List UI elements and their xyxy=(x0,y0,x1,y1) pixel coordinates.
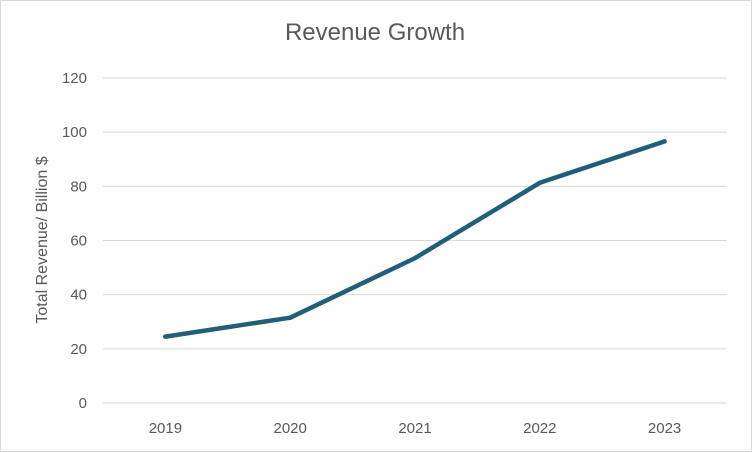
series-layer xyxy=(163,139,667,339)
y-tick-label: 60 xyxy=(70,233,87,250)
y-axis-tick-labels: 0 20 40 60 80 100 120 xyxy=(62,70,87,412)
y-axis-title: Total Revenue/ Billion $ xyxy=(34,156,51,323)
chart-title: Revenue Growth xyxy=(284,19,466,46)
x-tick-label: 2021 xyxy=(398,420,431,437)
gridlines xyxy=(103,77,727,404)
y-tick-label: 80 xyxy=(70,178,87,195)
x-tick-label: 2019 xyxy=(149,420,182,437)
data-point xyxy=(412,255,418,261)
x-tick-label: 2020 xyxy=(274,420,307,437)
y-tick-label: 20 xyxy=(70,341,87,358)
y-tick-label: 40 xyxy=(70,287,87,304)
y-tick-label: 100 xyxy=(62,124,87,141)
x-tick-label: 2022 xyxy=(523,420,556,437)
y-tick-label: 120 xyxy=(62,70,87,87)
data-point xyxy=(163,334,168,339)
data-point xyxy=(288,315,293,320)
data-point xyxy=(662,139,667,144)
x-tick-label: 2023 xyxy=(648,420,681,437)
y-tick-label: 0 xyxy=(79,395,87,412)
data-point xyxy=(537,180,542,186)
series-line xyxy=(163,139,667,339)
x-axis-tick-labels: 2019 2020 2021 2022 2023 xyxy=(149,420,682,437)
